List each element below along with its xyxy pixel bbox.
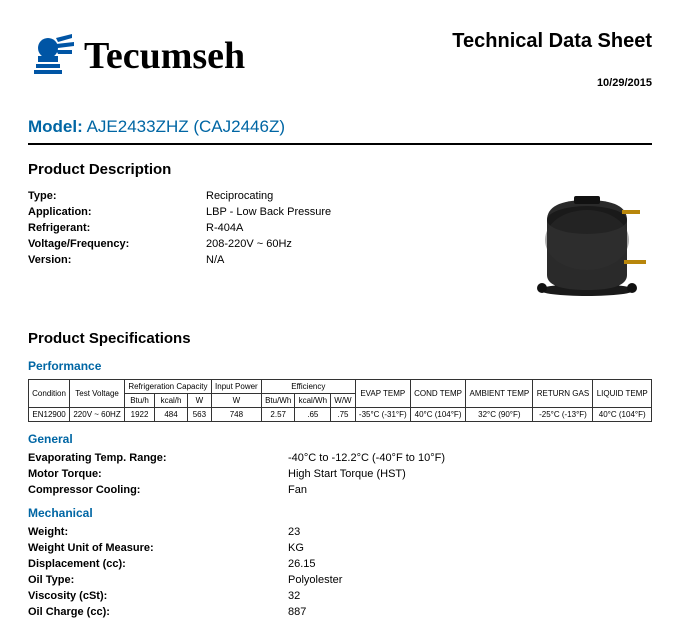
- desc-val: Reciprocating: [206, 190, 273, 202]
- brand-name: Tecumseh: [84, 34, 245, 78]
- logo-block: Tecumseh: [28, 30, 245, 82]
- mech-val: KG: [288, 542, 304, 554]
- col-ambient: AMBIENT TEMP: [466, 380, 533, 408]
- gen-key: Evaporating Temp. Range:: [28, 452, 288, 464]
- gen-val: High Start Torque (HST): [288, 468, 406, 480]
- desc-key: Version:: [28, 254, 206, 266]
- desc-key: Refrigerant:: [28, 222, 206, 234]
- performance-heading: Performance: [28, 359, 652, 373]
- desc-val: R-404A: [206, 222, 243, 234]
- mech-row: Oil Charge (cc):887: [28, 606, 652, 618]
- desc-row: Type:Reciprocating: [28, 190, 331, 202]
- doc-title: Technical Data Sheet: [452, 30, 652, 53]
- gen-row: Compressor Cooling:Fan: [28, 484, 652, 496]
- gen-key: Compressor Cooling:: [28, 484, 288, 496]
- model-label: Model:: [28, 117, 83, 136]
- mech-key: Oil Type:: [28, 574, 288, 586]
- cell: 748: [211, 408, 261, 422]
- desc-key: Voltage/Frequency:: [28, 238, 206, 250]
- cell: .65: [295, 408, 331, 422]
- mech-row: Oil Type:Polyolester: [28, 574, 652, 586]
- col-condition: Condition: [29, 380, 70, 408]
- col-cond: COND TEMP: [410, 380, 465, 408]
- mechanical-heading: Mechanical: [28, 506, 652, 520]
- cell: 2.57: [261, 408, 295, 422]
- mech-row: Displacement (cc):26.15: [28, 558, 652, 570]
- desc-key: Application:: [28, 206, 206, 218]
- col-w2: W: [211, 394, 261, 408]
- model-value: AJE2433ZHZ (CAJ2446Z): [87, 117, 285, 136]
- table-row: EN12900 220V ~ 60HZ 1922 484 563 748 2.5…: [29, 408, 652, 422]
- cell: -35°C (-31°F): [355, 408, 410, 422]
- col-ww: W/W: [331, 394, 356, 408]
- mech-key: Oil Charge (cc):: [28, 606, 288, 618]
- compressor-icon: [512, 190, 652, 300]
- mechanical-block: Weight:23 Weight Unit of Measure:KG Disp…: [28, 526, 652, 618]
- header-right: Technical Data Sheet 10/29/2015: [452, 30, 652, 89]
- cell: -25°C (-13°F): [533, 408, 593, 422]
- mech-row: Weight Unit of Measure:KG: [28, 542, 652, 554]
- desc-val: N/A: [206, 254, 224, 266]
- mech-row: Weight:23: [28, 526, 652, 538]
- gen-row: Evaporating Temp. Range:-40°C to -12.2°C…: [28, 452, 652, 464]
- desc-row: Version:N/A: [28, 254, 331, 266]
- gen-row: Motor Torque:High Start Torque (HST): [28, 468, 652, 480]
- specs-heading: Product Specifications: [28, 330, 652, 347]
- mech-key: Viscosity (cSt):: [28, 590, 288, 602]
- mech-val: 23: [288, 526, 300, 538]
- col-btuwh: Btu/Wh: [261, 394, 295, 408]
- mech-val: 26.15: [288, 558, 316, 570]
- cell: 220V ~ 60HZ: [70, 408, 125, 422]
- cell: EN12900: [29, 408, 70, 422]
- cell: 40°C (104°F): [410, 408, 465, 422]
- mech-val: 887: [288, 606, 306, 618]
- desc-val: 208-220V ~ 60Hz: [206, 238, 292, 250]
- col-evap: EVAP TEMP: [355, 380, 410, 408]
- mech-key: Displacement (cc):: [28, 558, 288, 570]
- cell: .75: [331, 408, 356, 422]
- product-description: Type:Reciprocating Application:LBP - Low…: [28, 190, 652, 300]
- gen-val: Fan: [288, 484, 307, 496]
- cell: 563: [187, 408, 211, 422]
- header: Tecumseh Technical Data Sheet 10/29/2015: [28, 30, 652, 89]
- col-eff: Efficiency: [261, 380, 355, 394]
- col-liquid: LIQUID TEMP: [593, 380, 652, 408]
- col-input: Input Power: [211, 380, 261, 394]
- col-refcap: Refrigeration Capacity: [124, 380, 211, 394]
- desc-row: Refrigerant:R-404A: [28, 222, 331, 234]
- col-return: RETURN GAS: [533, 380, 593, 408]
- col-btuh: Btu/h: [124, 394, 154, 408]
- desc-row: Application:LBP - Low Back Pressure: [28, 206, 331, 218]
- col-kcalwh: kcal/Wh: [295, 394, 331, 408]
- mech-val: 32: [288, 590, 300, 602]
- desc-val: LBP - Low Back Pressure: [206, 206, 331, 218]
- product-description-heading: Product Description: [28, 161, 652, 178]
- description-table: Type:Reciprocating Application:LBP - Low…: [28, 190, 331, 300]
- table-row: Condition Test Voltage Refrigeration Cap…: [29, 380, 652, 394]
- mech-val: Polyolester: [288, 574, 342, 586]
- doc-date: 10/29/2015: [452, 77, 652, 89]
- gen-val: -40°C to -12.2°C (-40°F to 10°F): [288, 452, 445, 464]
- cell: 484: [155, 408, 188, 422]
- col-w1: W: [187, 394, 211, 408]
- mech-row: Viscosity (cSt):32: [28, 590, 652, 602]
- col-kcalh: kcal/h: [155, 394, 188, 408]
- gen-key: Motor Torque:: [28, 468, 288, 480]
- col-testv: Test Voltage: [70, 380, 125, 408]
- mech-key: Weight:: [28, 526, 288, 538]
- desc-key: Type:: [28, 190, 206, 202]
- desc-row: Voltage/Frequency:208-220V ~ 60Hz: [28, 238, 331, 250]
- cell: 1922: [124, 408, 154, 422]
- brand-logo-icon: [28, 30, 76, 82]
- performance-table: Condition Test Voltage Refrigeration Cap…: [28, 379, 652, 422]
- cell: 40°C (104°F): [593, 408, 652, 422]
- divider: [28, 143, 652, 145]
- cell: 32°C (90°F): [466, 408, 533, 422]
- model-line: Model: AJE2433ZHZ (CAJ2446Z): [28, 117, 652, 137]
- general-block: Evaporating Temp. Range:-40°C to -12.2°C…: [28, 452, 652, 496]
- mech-key: Weight Unit of Measure:: [28, 542, 288, 554]
- general-heading: General: [28, 432, 652, 446]
